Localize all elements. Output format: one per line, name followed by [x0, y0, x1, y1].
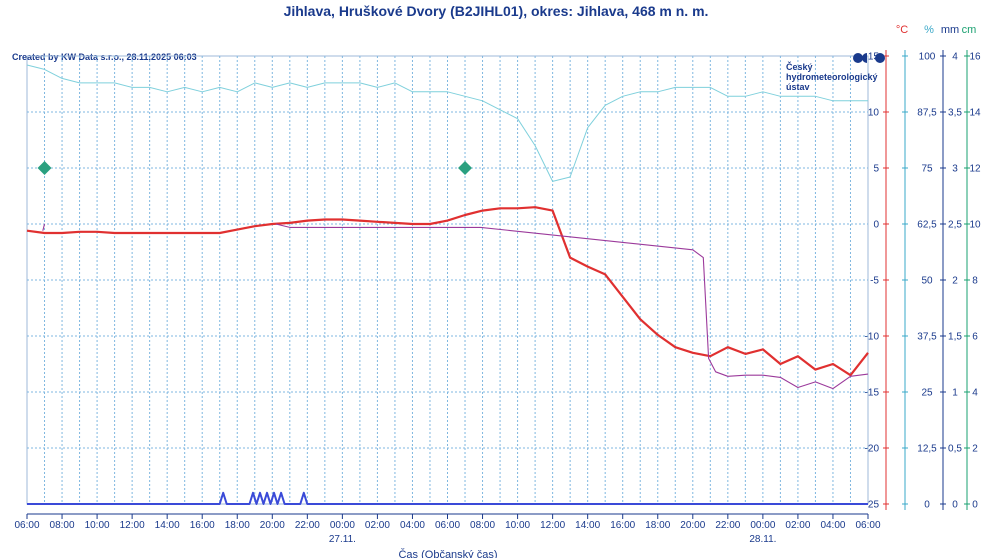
- logo-line-3: ústav: [786, 82, 810, 92]
- logo-dot-2: [875, 53, 885, 63]
- temp-tick-label: 10: [868, 108, 880, 119]
- x-tick-label: 00:00: [330, 520, 355, 531]
- x-tick-label: 04:00: [820, 520, 845, 531]
- x-tick-label: 16:00: [190, 520, 215, 531]
- logo-line-1: Český: [786, 61, 813, 72]
- temp-tick-label: 5: [873, 164, 879, 175]
- credit-text: Created by KW Data s.r.o., 28.11.2025 06…: [12, 52, 197, 62]
- x-tick-label: 20:00: [260, 520, 285, 531]
- x-tick-label: 08:00: [50, 520, 75, 531]
- snow-tick-label: 16: [969, 52, 981, 63]
- x-tick-label: 02:00: [365, 520, 390, 531]
- x-tick-label: 02:00: [785, 520, 810, 531]
- snow-tick-label: 14: [969, 108, 981, 119]
- series-layer: [26, 64, 869, 505]
- x-tick-label: 22:00: [295, 520, 320, 531]
- x-tick-label: 18:00: [645, 520, 670, 531]
- logo-dot-1: [853, 53, 863, 63]
- temp-axis-unit: °C: [896, 24, 908, 36]
- x-tick-label: 06:00: [435, 520, 460, 531]
- x-tick-label: 12:00: [120, 520, 145, 531]
- x-tick-label: 06:00: [14, 520, 39, 531]
- x-tick-label: 10:00: [505, 520, 530, 531]
- snow-tick-label: 6: [972, 332, 978, 343]
- x-tick-label: 22:00: [715, 520, 740, 531]
- humid-tick-label: 25: [921, 388, 933, 399]
- series-line-1: [275, 223, 869, 390]
- precip-tick-label: 0,5: [948, 444, 962, 455]
- date-label: 27.11.: [329, 534, 356, 545]
- temp-tick-label: -5: [870, 276, 879, 287]
- humid-tick-label: 0: [924, 500, 930, 511]
- snow-tick-label: 2: [972, 444, 978, 455]
- temp-tick-label: -15: [865, 388, 880, 399]
- series-line-3: [27, 491, 868, 505]
- x-axis-label: Čas (Občanský čas): [398, 548, 497, 558]
- x-tick-label: 20:00: [680, 520, 705, 531]
- snow-axis-unit: cm: [962, 24, 977, 36]
- series-line-1: [42, 223, 46, 231]
- logo-half-dot: [862, 53, 867, 63]
- humid-tick-label: 62,5: [917, 220, 937, 231]
- temp-tick-label: -20: [865, 444, 880, 455]
- x-axis: 06:00 08:00 10:00 12:00 14:00 16:00 18:00 20:00…: [14, 513, 881, 545]
- precip-axis-unit: mm: [941, 24, 959, 36]
- humid-tick-label: 75: [921, 164, 933, 175]
- precip-tick-label: 1: [952, 388, 958, 399]
- precip-tick-label: 0: [952, 500, 958, 511]
- precip-tick-label: 3,5: [948, 108, 962, 119]
- humid-tick-label: 37,5: [917, 332, 937, 343]
- temp-tick-label: -10: [865, 332, 880, 343]
- snow-tick-label: 10: [969, 220, 981, 231]
- x-tick-label: 18:00: [225, 520, 250, 531]
- x-tick-label: 16:00: [610, 520, 635, 531]
- chmi-logo: Český hydrometeorologický ústav: [786, 53, 885, 92]
- snow-marker: [37, 161, 52, 175]
- x-tick-label: 00:00: [750, 520, 775, 531]
- x-tick-label: 14:00: [155, 520, 180, 531]
- x-tick-label: 12:00: [540, 520, 565, 531]
- precip-tick-label: 2,5: [948, 220, 962, 231]
- snow-tick-label: 4: [972, 388, 978, 399]
- chart-title: Jihlava, Hruškové Dvory (B2JIHL01), okre…: [284, 3, 709, 19]
- temp-tick-label: -25: [865, 500, 880, 511]
- humid-tick-label: 100: [919, 52, 936, 63]
- humid-axis-unit: %: [924, 24, 934, 36]
- humid-tick-label: 50: [921, 276, 933, 287]
- x-tick-label: 08:00: [470, 520, 495, 531]
- x-tick-label: 10:00: [85, 520, 110, 531]
- x-tick-label: 04:00: [400, 520, 425, 531]
- logo-line-2: hydrometeorologický: [786, 72, 878, 82]
- precip-tick-label: 4: [952, 52, 958, 63]
- temp-tick-label: 0: [873, 220, 879, 231]
- series-line-0: [26, 206, 869, 377]
- precip-tick-label: 1,5: [948, 332, 962, 343]
- precip-tick-label: 2: [952, 276, 958, 287]
- temp-tick-label: 15: [868, 52, 880, 63]
- x-tick-label: 06:00: [855, 520, 880, 531]
- snow-markers: [37, 161, 473, 175]
- snow-tick-label: 12: [969, 164, 981, 175]
- precip-tick-label: 3: [952, 164, 958, 175]
- snow-tick-label: 0: [972, 500, 978, 511]
- x-tick-label: 14:00: [575, 520, 600, 531]
- grid: [26, 55, 869, 505]
- axes: 151050-5-10-15-20-2510087,57562,55037,52…: [865, 50, 981, 511]
- snow-tick-label: 8: [972, 276, 978, 287]
- series-line-2: [26, 64, 868, 182]
- snow-marker: [458, 161, 473, 175]
- humid-tick-label: 12,5: [917, 444, 937, 455]
- humid-tick-label: 87,5: [917, 108, 937, 119]
- date-label: 28.11.: [749, 534, 776, 545]
